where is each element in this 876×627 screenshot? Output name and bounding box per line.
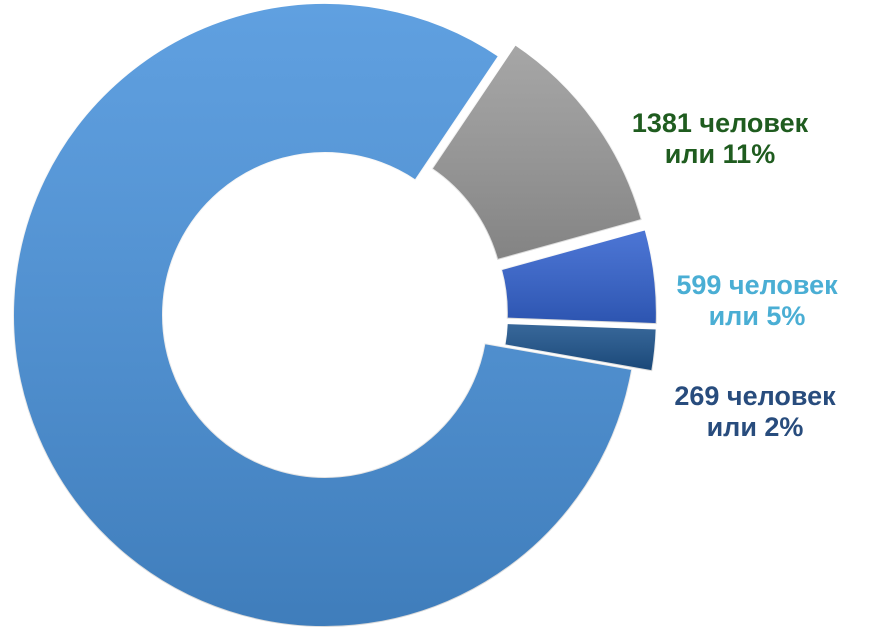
value-label: 269 человек (674, 381, 836, 411)
slice-shade (500, 229, 657, 325)
value-label: 1381 человек (632, 108, 809, 138)
slice-shade (504, 323, 657, 372)
value-label: или 5% (709, 301, 806, 331)
slice-shade (13, 3, 633, 627)
value-label: или 11% (665, 139, 775, 169)
slice-shade (431, 44, 642, 260)
value-label: или 2% (707, 412, 804, 442)
value-label: 599 человек (676, 270, 838, 300)
